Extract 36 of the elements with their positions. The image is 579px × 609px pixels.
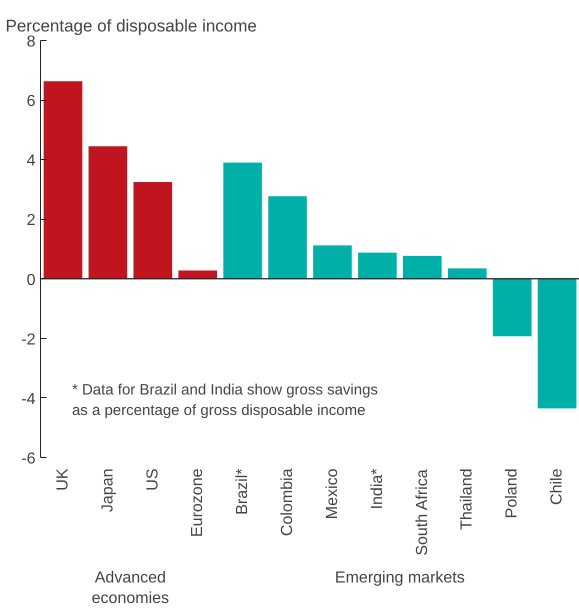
y-tick-label: -4 bbox=[21, 390, 36, 408]
x-tick-label: Mexico bbox=[324, 468, 341, 520]
bar bbox=[178, 270, 218, 279]
bar bbox=[448, 268, 487, 279]
x-tick-label: Colombia bbox=[279, 468, 296, 536]
y-tick-label: -2 bbox=[21, 331, 36, 348]
y-tick-label: 6 bbox=[26, 93, 36, 110]
bar bbox=[358, 252, 397, 279]
bar bbox=[268, 196, 307, 279]
x-tick-label: Poland bbox=[504, 468, 521, 518]
bar bbox=[44, 81, 82, 279]
x-tick-label: UK bbox=[54, 468, 72, 491]
y-tick-label: 4 bbox=[26, 152, 36, 170]
x-tick-label: India* bbox=[368, 468, 386, 510]
text: Advanced economies bbox=[92, 570, 170, 607]
x-tick-label: Japan bbox=[99, 468, 116, 512]
y-tick-label: 8 bbox=[26, 34, 36, 50]
y-axis-title: Percentage of disposable income bbox=[6, 16, 257, 36]
bar bbox=[313, 245, 352, 279]
text: Emerging markets bbox=[334, 570, 465, 586]
y-tick-label: 0 bbox=[26, 272, 36, 289]
y-tick-label: 2 bbox=[26, 212, 36, 230]
x-tick-label: South Africa bbox=[414, 469, 431, 556]
x-tick-label: Thailand bbox=[458, 468, 476, 530]
y-tick-label: -6 bbox=[21, 450, 36, 468]
bar bbox=[223, 162, 262, 279]
x-tick-label: Brazil* bbox=[234, 468, 252, 515]
bar bbox=[88, 146, 128, 279]
x-tick-label: Chile bbox=[548, 468, 566, 505]
annotation: * Data for Brazil and India show gross savings as a percentage of gross disposable income bbox=[72, 381, 378, 419]
bar bbox=[402, 256, 442, 279]
x-tick-label: US bbox=[144, 468, 162, 491]
x-tick-label: Eurozone bbox=[189, 468, 206, 537]
bar bbox=[492, 278, 532, 336]
bar bbox=[133, 182, 172, 279]
bar bbox=[538, 278, 576, 408]
